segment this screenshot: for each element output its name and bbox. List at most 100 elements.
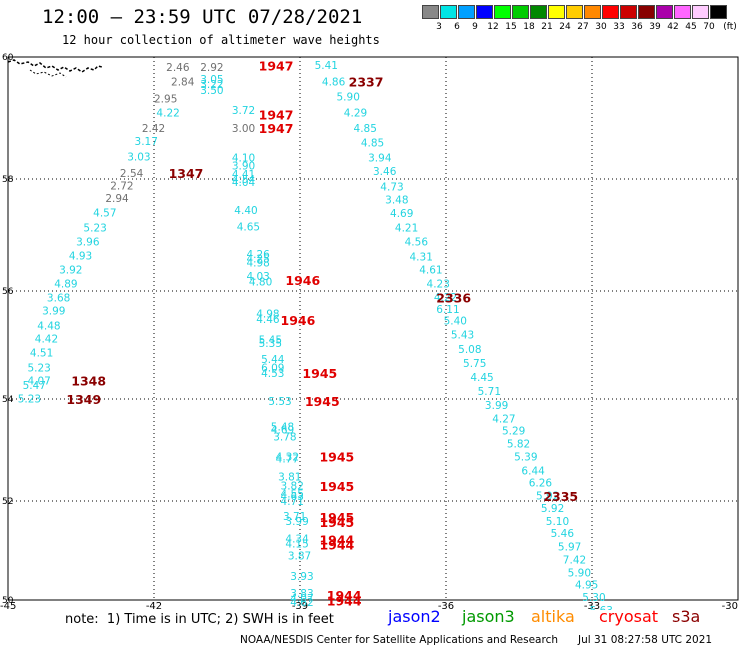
wave-height-value: 5.71 [478, 386, 501, 398]
pass-time-label: 1946 [285, 273, 320, 288]
legend-label: 70 [703, 22, 715, 32]
wave-height-value: 5.29 [502, 426, 525, 438]
wave-height-value: 5.90 [337, 92, 360, 104]
pass-time-label: 2337 [349, 74, 384, 89]
wave-height-value: 3.93 [290, 571, 313, 583]
pass-time-label: 1944 [319, 538, 354, 553]
wave-height-value: 4.73 [380, 181, 403, 193]
credit-line: NOAA/NESDIS Center for Satellite Applica… [240, 634, 558, 646]
pass-time-label: 1945 [319, 450, 354, 465]
legend-swatch [674, 5, 691, 19]
lon-tick-label: -33 [584, 601, 600, 610]
legend-swatch [710, 5, 727, 19]
legend-label: 21 [541, 22, 553, 32]
wave-height-value: 3.96 [76, 237, 100, 249]
wave-height-value: 4.23 [427, 279, 450, 291]
wave-height-value: 6.26 [529, 478, 553, 490]
wave-height-value: 2.72 [110, 181, 133, 193]
wave-height-value: 4.07 [27, 376, 50, 388]
footnote: note: 1) Time is in UTC; 2) SWH is in fe… [65, 612, 334, 627]
wave-height-value: 5.35 [259, 338, 282, 350]
lon-tick-label: -39 [292, 601, 308, 610]
wave-height-value: 2.92 [200, 62, 223, 74]
wave-height-value: 7.42 [563, 554, 586, 566]
legend-label: 39 [649, 22, 661, 32]
wave-height-value: 4.98 [246, 257, 269, 269]
pass-time-label: 1944 [319, 533, 354, 548]
pass-time-label: 1944 [327, 588, 362, 603]
wave-height-value: 3.17 [135, 136, 158, 148]
pass-time-label: 1348 [71, 374, 106, 389]
pass-time-label: 1945 [302, 366, 337, 381]
lon-tick-label: -36 [438, 601, 454, 610]
wave-height-value: 4.54 [232, 174, 256, 186]
legend-label: 18 [523, 22, 535, 32]
wave-height-value: 2.84 [171, 76, 195, 88]
lat-tick-label: 58 [2, 175, 14, 185]
map-subtitle: 12 hour collection of altimeter wave hei… [62, 33, 380, 47]
wave-height-value: 4.04 [232, 177, 256, 189]
satellite-name-s3a: s3a [672, 607, 701, 626]
pass-time-label: 1944 [327, 594, 362, 609]
wave-height-value: 5.48 [271, 422, 294, 434]
wave-height-value: 3.48 [385, 195, 408, 207]
lon-tick-label: -45 [0, 601, 16, 610]
lon-tick-label: -42 [146, 601, 162, 610]
satellite-name-jason3: jason3 [462, 607, 515, 626]
wave-height-value: 4.53 [261, 368, 284, 380]
legend-swatch [476, 5, 493, 19]
wave-height-value: 5.92 [536, 490, 559, 502]
lat-tick-label: 56 [2, 287, 14, 297]
legend-label: 45 [685, 22, 697, 32]
wave-height-value: 3.05 [200, 74, 223, 86]
wave-height-value: 4.22 [156, 108, 179, 120]
wave-height-value: 5.63 [590, 605, 613, 610]
pass-time-label: 1945 [319, 479, 354, 494]
wave-height-value: 5.08 [458, 344, 481, 356]
lat-tick-label: 50 [2, 596, 14, 606]
wave-height-value: 4.48 [37, 321, 60, 333]
wave-height-value: 4.41 [232, 169, 255, 181]
wave-height-value: 5.90 [568, 567, 591, 579]
wave-height-value: 4.42 [35, 334, 58, 346]
wave-height-value: 2.46 [166, 62, 190, 74]
wave-height-value: 5.75 [463, 358, 486, 370]
wave-height-value: 3.72 [232, 105, 255, 117]
wave-height-value: 5.45 [259, 335, 282, 347]
legend-label: 24 [559, 22, 571, 32]
wave-height-value: 2.54 [120, 168, 144, 180]
wave-height-value: 4.85 [361, 137, 384, 149]
wave-height-value: 4.26 [246, 249, 270, 261]
wave-height-value: 4.63 [281, 491, 304, 503]
wave-height-value: 4.32 [276, 452, 299, 464]
wave-height-observations: 2.46 2.92 2.84 2.95 2.42 2.542.722.94 3.00 3.05… [18, 60, 613, 610]
satellite-name-cryosat: cryosat [599, 607, 659, 626]
pass-time-label: 1945 [319, 515, 354, 530]
wave-height-value: 4.10 [232, 153, 255, 165]
wave-height-value: 5.30 [582, 592, 605, 604]
wave-height-value: 3.83 [290, 588, 313, 600]
legend-swatch [566, 5, 583, 19]
wave-height-value: 5.97 [558, 542, 581, 554]
wave-height-value: 4.71 [281, 496, 304, 508]
legend-label: 6 [454, 22, 460, 32]
wave-height-value: 6.11 [436, 304, 459, 316]
wave-height-value: 4.98 [256, 309, 279, 321]
wave-height-value: 3.78 [273, 432, 296, 444]
wave-height-value: 5.40 [444, 316, 467, 328]
legend-swatch [530, 5, 547, 19]
legend-swatch [440, 5, 457, 19]
wave-height-value: 4.61 [419, 265, 442, 277]
wave-height-value: 4.15 [285, 539, 308, 551]
wave-height-value: 4.27 [492, 413, 515, 425]
wave-height-value: 4.45 [470, 372, 493, 384]
lat-tick-label: 60 [2, 53, 14, 63]
legend-swatch [692, 5, 709, 19]
pass-time-label: 1947 [259, 121, 294, 136]
legend-label: 42 [667, 22, 679, 32]
legend-label: 3 [436, 22, 442, 32]
pass-time-label: 1947 [259, 59, 294, 74]
wave-height-value: 5.10 [546, 516, 569, 528]
wave-height-value: 3.00 [232, 123, 255, 135]
pass-time-label: 2335 [543, 489, 578, 504]
